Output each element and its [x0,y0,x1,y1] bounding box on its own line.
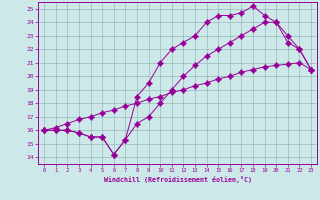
X-axis label: Windchill (Refroidissement éolien,°C): Windchill (Refroidissement éolien,°C) [104,176,252,183]
